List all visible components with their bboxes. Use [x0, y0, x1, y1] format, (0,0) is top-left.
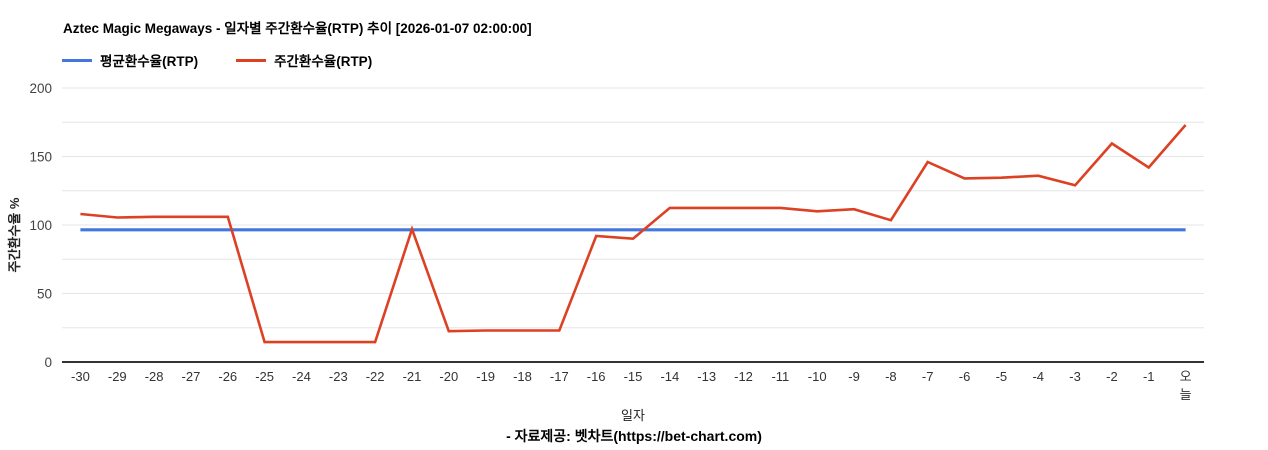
x-tick-label: -30: [71, 369, 90, 384]
average-rtp-swatch: [62, 58, 92, 62]
y-tick-label: 0: [44, 355, 52, 370]
data-source-footer: - 자료제공: 벳차트(https://bet-chart.com): [506, 428, 762, 444]
legend-label-average-rtp: 평균환수율(RTP): [100, 54, 199, 69]
y-axis-title-wrap: 주간환수율 %: [4, 165, 24, 305]
x-tick-label: -21: [403, 369, 422, 384]
x-tick-label: -11: [771, 369, 789, 384]
legend-item-average-rtp[interactable]: 평균환수율(RTP): [62, 50, 198, 70]
y-tick-label: 50: [37, 287, 52, 302]
x-tick-label: -7: [922, 369, 934, 384]
x-tick-label: -27: [182, 369, 201, 384]
x-tick-label: -15: [624, 369, 643, 384]
x-tick-label: -22: [366, 369, 385, 384]
legend-label-weekly-rtp: 주간환수율(RTP): [274, 54, 373, 69]
y-tick-label: 200: [29, 81, 52, 96]
x-tick-label: -26: [218, 369, 237, 384]
x-tick-label: -19: [476, 369, 495, 384]
x-tick-label: -3: [1069, 369, 1081, 384]
x-tick-label: -12: [734, 369, 753, 384]
x-tick-label: -18: [513, 369, 532, 384]
x-tick-label: -29: [108, 369, 127, 384]
x-tick-label: -5: [996, 369, 1008, 384]
x-tick-label: -9: [848, 369, 860, 384]
x-axis-title: 일자: [621, 408, 645, 423]
x-tick-label: -14: [660, 369, 679, 384]
x-tick-label: -1: [1143, 369, 1155, 384]
y-tick-label: 150: [29, 150, 52, 165]
x-tick-label: -4: [1032, 369, 1044, 384]
x-tick-label: -17: [550, 369, 569, 384]
chart-title: Aztec Magic Megaways - 일자별 주간환수율(RTP) 추이…: [63, 21, 532, 36]
x-tick-label: -20: [439, 369, 458, 384]
x-tick-label: -25: [255, 369, 274, 384]
x-tick-label: -6: [959, 369, 971, 384]
x-tick-label: -24: [292, 369, 311, 384]
x-tick-label: -16: [587, 369, 606, 384]
x-tick-label: -13: [697, 369, 716, 384]
x-tick-label: -28: [145, 369, 164, 384]
y-axis-title: 주간환수율 %: [7, 197, 22, 273]
legend-item-weekly-rtp[interactable]: 주간환수율(RTP): [236, 50, 372, 70]
x-tick-label: -23: [329, 369, 348, 384]
y-tick-label: 100: [29, 218, 52, 233]
x-tick-label: -10: [808, 369, 827, 384]
weekly-rtp-line: [80, 124, 1187, 344]
weekly-rtp-swatch: [236, 58, 267, 62]
x-tick-label: -8: [885, 369, 897, 384]
chart-legend: 평균환수율(RTP) 주간환수율(RTP): [62, 50, 372, 70]
x-tick-label: -2: [1106, 369, 1118, 384]
